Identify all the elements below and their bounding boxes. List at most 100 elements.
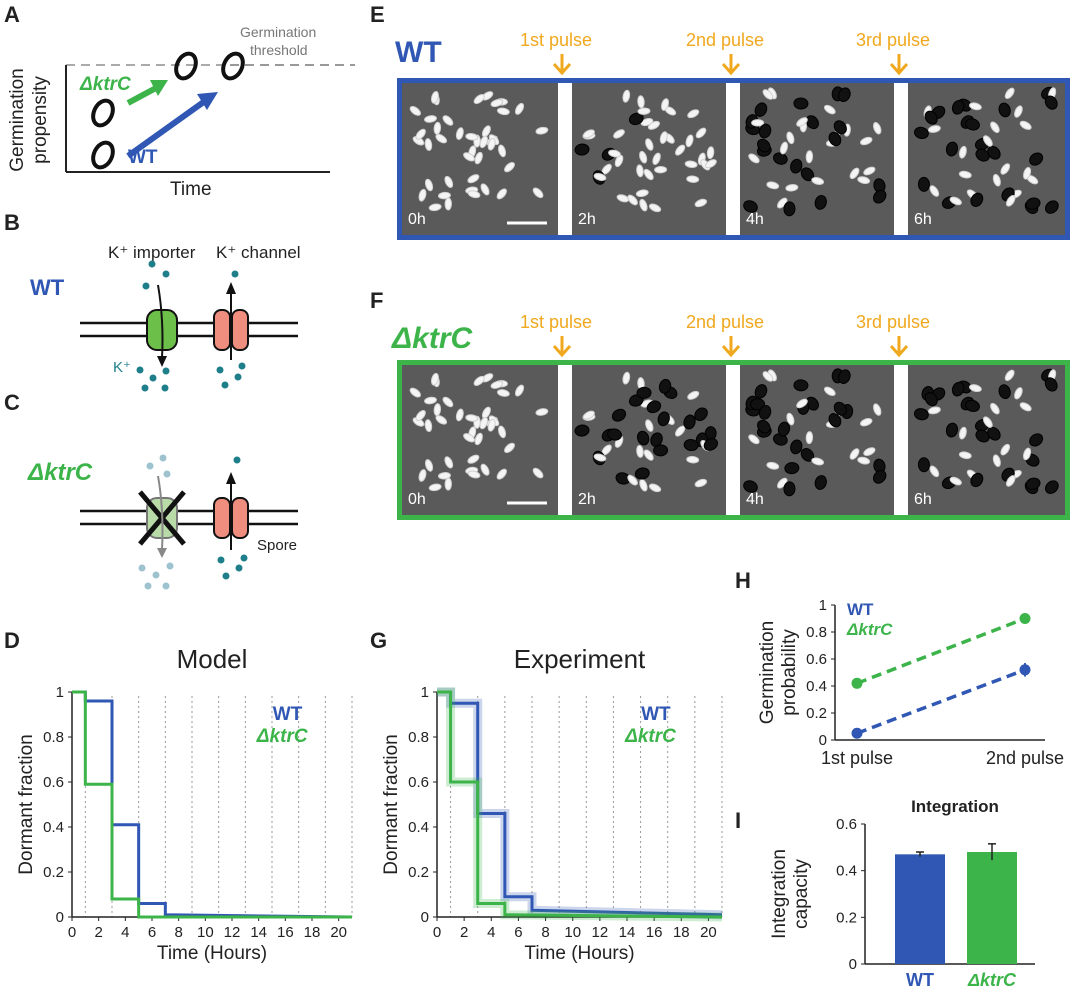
- a-ylabel-2: propensity: [30, 76, 51, 164]
- panel-label-c: C: [4, 390, 20, 415]
- y-tick-label: 0.2: [836, 909, 857, 926]
- x-tick-label: 16: [646, 924, 663, 941]
- y-tick-label: 0: [819, 732, 827, 749]
- y-tick-label: 0.2: [408, 864, 429, 881]
- e-pulse-label-3: 3rd pulse: [856, 30, 931, 50]
- a-ktrc-label: ΔktrC: [79, 74, 131, 95]
- a-wt-label: WT: [128, 147, 158, 168]
- panel-label-i: I: [735, 808, 742, 833]
- y-tick-label: 0.6: [836, 816, 857, 833]
- threshold-label-1: Germination: [240, 24, 316, 40]
- c-strain-label: ΔktrC: [27, 459, 93, 486]
- x-category-label: ΔktrC: [967, 970, 1017, 989]
- panel-label-h: H: [735, 568, 751, 593]
- panel-label-f: F: [370, 288, 384, 313]
- x-tick-label: 4: [121, 924, 129, 941]
- e-pulse-label-2: 2nd pulse: [686, 30, 765, 50]
- k-ions-inside: [136, 362, 246, 392]
- x-axis-label: Time (Hours): [524, 943, 634, 964]
- x-tick-label: 8: [541, 924, 549, 941]
- y-tick-label: 0.6: [806, 651, 827, 668]
- f-pulse-label-3: 3rd pulse: [856, 312, 931, 332]
- e-strain-label: WT: [395, 36, 442, 69]
- e-micrograph-frame: 0h 2h 4h 6h: [397, 78, 1070, 240]
- f-strain-label: ΔktrC: [392, 322, 473, 355]
- c-spore-label: Spore: [257, 537, 297, 554]
- x-tick-label: 8: [174, 924, 182, 941]
- x-category-label: 1st pulse: [821, 748, 893, 768]
- series-line-1: [856, 616, 1026, 685]
- b-strain-label: WT: [30, 275, 65, 300]
- spore-ktrc-end-icon: [174, 51, 198, 81]
- y-axis-label-2: probability: [779, 629, 800, 716]
- x-tick-label: 6: [514, 924, 522, 941]
- chart-title: Integration: [911, 797, 999, 816]
- spore-ktrc-start-icon: [91, 98, 115, 128]
- y-axis-label: Dormant fraction: [16, 734, 37, 874]
- legend-entry-1: ΔktrC: [256, 726, 308, 747]
- x-tick-label: 12: [224, 924, 241, 941]
- bar-1: [967, 852, 1017, 964]
- f-pulse-label-2: 2nd pulse: [686, 312, 765, 332]
- y-tick-label: 0: [849, 956, 857, 973]
- legend-entry-1: ΔktrC: [624, 726, 676, 747]
- x-tick-label: 6: [148, 924, 156, 941]
- y-tick-label: 0.2: [43, 864, 64, 881]
- data-point: [851, 677, 863, 689]
- series-line-0: [856, 668, 1026, 735]
- panel-label-b: B: [4, 210, 20, 235]
- y-axis-label-1: Germination: [757, 621, 778, 725]
- panel-b-schematic: WT K⁺ importer K⁺ channel K⁺: [30, 243, 301, 392]
- x-category-label: 2nd pulse: [986, 748, 1064, 768]
- x-tick-label: 2: [460, 924, 468, 941]
- data-point: [1019, 613, 1031, 624]
- e-pulse-label-1: 1st pulse: [520, 30, 593, 50]
- threshold-label-2: threshold: [250, 42, 308, 58]
- chart-germination-probability: 0 0.2 0.4 0.6 0.8 1 1st pulse 2nd pulse Germinat…: [757, 597, 1064, 768]
- b-ion-label: K⁺: [113, 359, 131, 376]
- legend-entry-0: WT: [273, 704, 303, 725]
- y-axis-label: Dormant fraction: [381, 734, 402, 874]
- k-ions-outside: [142, 260, 239, 290]
- f-micrograph-frame: 0h 2h 4h 6h: [397, 360, 1070, 520]
- b-channel-label: K⁺ channel: [216, 243, 301, 262]
- chart-title: Experiment: [514, 644, 646, 674]
- x-tick-label: 10: [564, 924, 581, 941]
- y-tick-label: 0.8: [806, 624, 827, 641]
- b-importer-label: K⁺ importer: [108, 243, 196, 262]
- x-tick-label: 2: [94, 924, 102, 941]
- y-tick-label: 0.8: [408, 729, 429, 746]
- series-line-0: [72, 690, 353, 919]
- x-axis-label: Time (Hours): [157, 943, 267, 964]
- y-tick-label: 1: [56, 684, 64, 701]
- x-tick-label: 10: [197, 924, 214, 941]
- spore-wt-end-icon: [221, 51, 245, 81]
- x-tick-label: 18: [304, 924, 321, 941]
- y-tick-label: 1: [819, 597, 827, 614]
- x-tick-label: 12: [592, 924, 609, 941]
- y-axis-label-2: capacity: [791, 859, 812, 929]
- x-tick-label: 18: [673, 924, 690, 941]
- x-tick-label: 0: [68, 924, 76, 941]
- data-point: [851, 727, 863, 739]
- y-tick-label: 0: [56, 909, 64, 926]
- panel-label-d: D: [4, 628, 20, 653]
- legend-entry-1: ΔktrC: [846, 620, 893, 639]
- spore-wt-start-icon: [91, 140, 115, 170]
- a-ylabel-1: Germination: [7, 68, 28, 172]
- series-line-1: [437, 690, 723, 919]
- y-tick-label: 0.4: [43, 819, 64, 836]
- channel-protein-icon: [213, 309, 249, 351]
- x-tick-label: 16: [277, 924, 294, 941]
- y-tick-label: 0.6: [43, 774, 64, 791]
- y-tick-label: 0.2: [806, 705, 827, 722]
- legend-entry-0: WT: [847, 600, 874, 619]
- panel-a-schematic: Germination threshold Germination propen…: [7, 24, 355, 200]
- y-tick-label: 0: [421, 909, 429, 926]
- y-tick-label: 0.4: [408, 819, 429, 836]
- panel-label-g: G: [370, 628, 388, 653]
- x-tick-label: 20: [330, 924, 347, 941]
- x-tick-label: 20: [700, 924, 717, 941]
